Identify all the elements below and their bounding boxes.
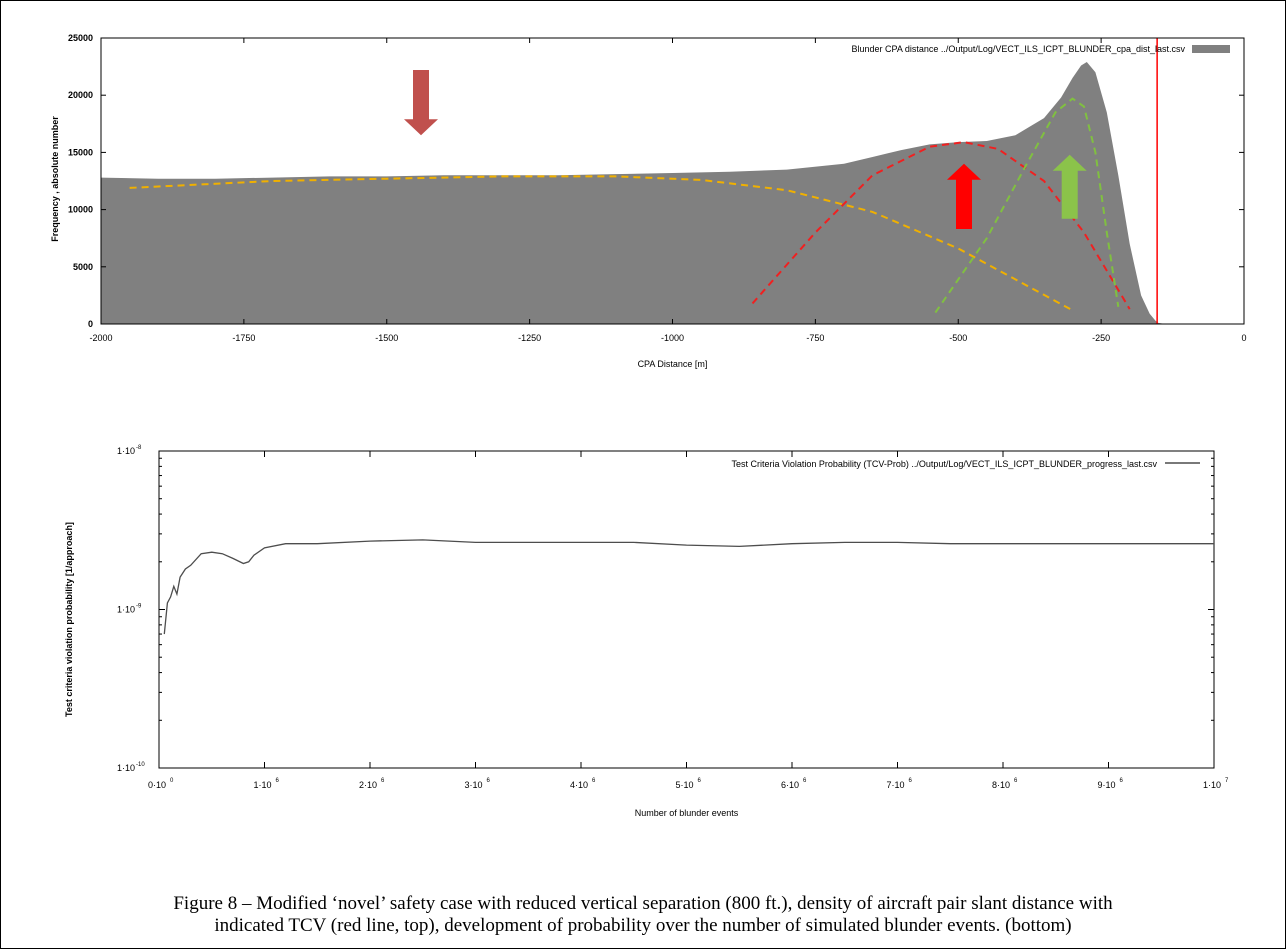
x-tick-label: 3·10 [464, 780, 482, 790]
top-axis-ticks: -2000 -1750 -1500 -1250 -1000 -750 -500 -250 0 0 5… [68, 33, 1247, 343]
y-tick-label: 20000 [68, 90, 93, 100]
x-tick-exponent: 6 [487, 778, 491, 784]
x-tick-exponent: 6 [909, 778, 913, 784]
histogram-layer [101, 62, 1170, 324]
red-up-arrow-marker [947, 163, 981, 229]
bottom-y-axis-label: Test criteria violation probability [1/a… [64, 522, 74, 717]
bottom-legend: Test Criteria Violation Probability (TCV… [731, 459, 1200, 469]
probability-series-line [163, 539, 1214, 635]
probability-series-path [163, 539, 1214, 635]
x-tick-label: -750 [806, 333, 824, 343]
x-tick-label: 2·10 [359, 780, 377, 790]
green-up-arrow-marker [1052, 154, 1087, 219]
y-tick-label: 15000 [68, 147, 93, 157]
x-tick-label: 0·10 [148, 780, 166, 790]
x-tick-exponent: 6 [276, 778, 280, 784]
x-tick-label: 4·10 [570, 780, 588, 790]
top-legend-swatch [1192, 45, 1230, 53]
x-tick-exponent: 6 [1120, 778, 1124, 784]
figure-charts: -2000 -1750 -1500 -1250 -1000 -750 -500 -250 0 0 5… [50, 33, 1247, 818]
top-legend-label: Blunder CPA distance ../Output/Log/VECT_… [852, 44, 1186, 54]
caption-line-2: indicated TCV (red line, top), developme… [214, 915, 1072, 936]
x-tick-label: 1·10 [253, 780, 271, 790]
bottom-probability-chart: 1·10 -81·10 -91·10 -100·10 0 1·10 6 2·10 6 3·10 6 4… [64, 445, 1229, 818]
x-tick-exponent: 6 [698, 778, 702, 784]
x-tick-label: 0 [1241, 333, 1246, 343]
y-tick-label: 25000 [68, 33, 93, 43]
x-tick-exponent: 6 [592, 778, 596, 784]
x-tick-label: -1000 [661, 333, 684, 343]
x-tick-label: -1750 [232, 333, 255, 343]
x-tick-label: 1·10 [1203, 780, 1221, 790]
y-tick-exponent: -8 [136, 445, 142, 451]
down-arrow-marker [404, 70, 438, 136]
x-tick-exponent: 0 [170, 778, 174, 784]
top-x-axis-label: CPA Distance [m] [638, 359, 708, 369]
y-tick-label: 5000 [73, 262, 93, 272]
x-tick-label: -500 [949, 333, 967, 343]
y-tick-exponent: -9 [136, 604, 142, 610]
y-tick-label: 1·10 [117, 763, 135, 773]
y-tick-exponent: -10 [136, 762, 145, 768]
y-tick-label: 0 [88, 319, 93, 329]
figure-caption: Figure 8 – Modified ‘novel’ safety case … [0, 893, 1286, 937]
x-tick-label: 9·10 [1097, 780, 1115, 790]
x-tick-exponent: 6 [803, 778, 807, 784]
histogram-area [101, 62, 1170, 324]
y-tick-label: 10000 [68, 205, 93, 215]
x-tick-label: 6·10 [781, 780, 799, 790]
bottom-legend-label: Test Criteria Violation Probability (TCV… [731, 459, 1157, 469]
top-y-axis-label: Frequency , absolute number [50, 116, 60, 242]
caption-line-1: Figure 8 – Modified ‘novel’ safety case … [173, 893, 1113, 914]
x-tick-label: -250 [1092, 333, 1110, 343]
y-tick-label: 1·10 [117, 446, 135, 456]
x-tick-label: -1250 [518, 333, 541, 343]
x-tick-label: 7·10 [886, 780, 904, 790]
x-tick-exponent: 7 [1225, 778, 1229, 784]
bottom-x-axis-label: Number of blunder events [635, 808, 739, 818]
top-histogram-chart: -2000 -1750 -1500 -1250 -1000 -750 -500 -250 0 0 5… [50, 33, 1247, 369]
x-tick-label: -2000 [89, 333, 112, 343]
x-tick-label: 8·10 [992, 780, 1010, 790]
x-tick-exponent: 6 [1014, 778, 1018, 784]
y-tick-label: 1·10 [117, 605, 135, 615]
yellow-dashed-curve [129, 175, 1073, 312]
x-tick-exponent: 6 [381, 778, 385, 784]
bottom-plot-border [158, 450, 1215, 769]
arrow-markers-layer [404, 70, 1087, 229]
x-tick-label: 5·10 [675, 780, 693, 790]
x-tick-label: -1500 [375, 333, 398, 343]
top-legend: Blunder CPA distance ../Output/Log/VECT_… [852, 44, 1230, 54]
bottom-axis-ticks: 1·10 -81·10 -91·10 -100·10 0 1·10 6 2·10 6 3·10 6 4… [117, 445, 1229, 790]
green-dashed-curve [934, 97, 1120, 314]
